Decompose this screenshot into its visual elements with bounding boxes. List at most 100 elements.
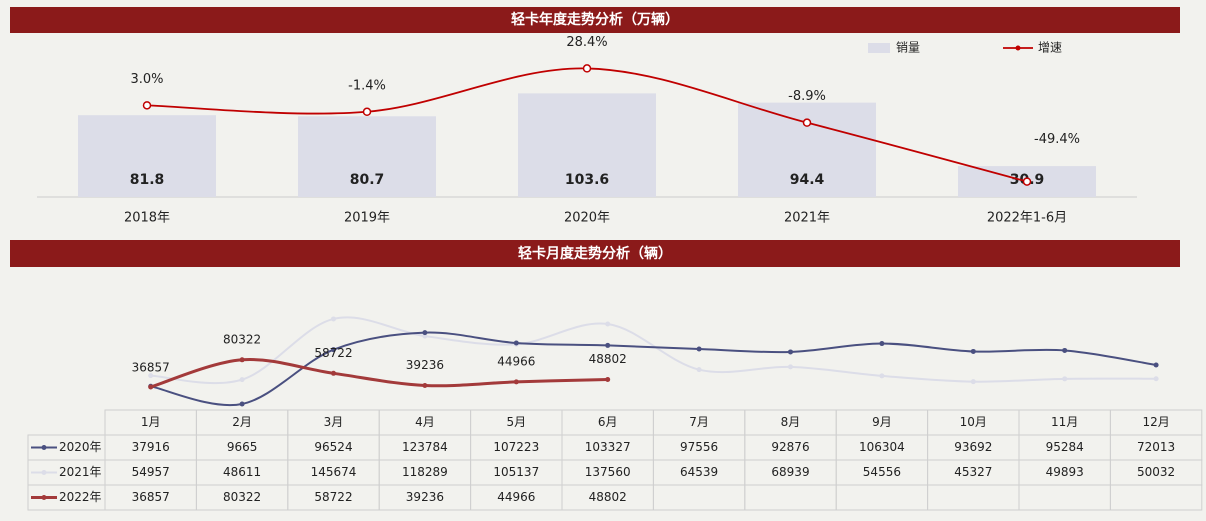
table-header: 11月 xyxy=(1051,415,1078,429)
legend-label: 2021年 xyxy=(59,465,102,479)
bar xyxy=(518,93,656,197)
point xyxy=(879,341,885,347)
legend-label: 销量 xyxy=(896,41,920,55)
table-value: 118289 xyxy=(402,465,448,479)
table-value: 103327 xyxy=(585,440,631,454)
point xyxy=(788,349,793,355)
table-cell xyxy=(744,484,837,511)
data-label: 28.4% xyxy=(566,35,607,50)
data-label: 3.0% xyxy=(130,72,163,87)
table-value: 58722 xyxy=(314,490,352,504)
bar xyxy=(78,115,216,197)
point xyxy=(582,64,592,73)
table-value: 123784 xyxy=(402,440,448,454)
data-label: -1.4% xyxy=(348,78,386,93)
point xyxy=(422,330,428,336)
data-label: 80322 xyxy=(223,332,261,346)
x-tick-label: 2018年 xyxy=(124,211,170,226)
data-label: -8.9% xyxy=(788,89,826,104)
table-header: 6月 xyxy=(598,415,618,429)
title-bar xyxy=(10,7,1180,33)
table-cell xyxy=(927,484,1020,511)
table-value: 64539 xyxy=(680,465,718,479)
series-line xyxy=(150,358,608,389)
table-cell xyxy=(835,484,929,511)
point xyxy=(1062,376,1068,382)
point xyxy=(970,379,976,385)
series-line xyxy=(150,331,1157,407)
data-label: 103.6 xyxy=(565,172,609,188)
legend-label: 2020年 xyxy=(59,440,102,454)
point xyxy=(239,377,245,383)
point xyxy=(1153,376,1159,382)
table-value: 72013 xyxy=(1137,440,1175,454)
point xyxy=(148,384,154,390)
table-header: 5月 xyxy=(506,415,526,429)
point xyxy=(605,342,611,348)
legend-marker xyxy=(41,495,47,500)
table-value: 105137 xyxy=(493,465,539,479)
table-value: 145674 xyxy=(311,465,357,479)
point xyxy=(239,357,245,363)
data-label: 44966 xyxy=(497,354,535,368)
table-header: 8月 xyxy=(781,415,801,429)
table-cell xyxy=(1109,484,1203,511)
table-value: 37916 xyxy=(132,440,170,454)
table-value: 9665 xyxy=(227,440,258,454)
table-value: 44966 xyxy=(497,490,535,504)
point xyxy=(331,316,336,322)
table-value: 48802 xyxy=(589,490,627,504)
point xyxy=(1153,362,1159,368)
point xyxy=(331,347,336,353)
table-value: 54556 xyxy=(863,465,901,479)
point xyxy=(1022,177,1032,186)
data-label: 94.4 xyxy=(790,172,825,188)
data-label: 48802 xyxy=(589,352,627,366)
point xyxy=(142,101,152,110)
x-tick-label: 2022年1-6月 xyxy=(987,211,1067,226)
table-header: 12月 xyxy=(1142,415,1169,429)
table-value: 93692 xyxy=(954,440,992,454)
point xyxy=(1062,347,1068,353)
table-header: 2月 xyxy=(232,415,252,429)
table-value: 95284 xyxy=(1046,440,1084,454)
chart-title: 轻卡月度走势分析（辆） xyxy=(518,245,672,262)
x-tick-label: 2020年 xyxy=(564,211,610,226)
point xyxy=(513,379,519,385)
legend-marker xyxy=(1015,45,1021,51)
x-tick-label: 2019年 xyxy=(344,211,390,226)
point xyxy=(148,373,154,379)
table-cell xyxy=(1018,484,1111,511)
legend-marker xyxy=(41,470,47,475)
table-value: 49893 xyxy=(1046,465,1084,479)
point xyxy=(239,401,245,407)
data-label: -49.4% xyxy=(1034,132,1080,147)
table-value: 50032 xyxy=(1137,465,1175,479)
legend-swatch xyxy=(868,43,890,53)
data-label: 81.8 xyxy=(130,172,165,188)
point xyxy=(513,340,519,346)
legend-marker xyxy=(41,445,47,450)
point xyxy=(422,333,428,339)
chart-title: 轻卡年度走势分析（万辆） xyxy=(511,11,679,28)
table-header: 4月 xyxy=(415,415,435,429)
legend-label: 增速 xyxy=(1038,41,1062,55)
table-value: 48611 xyxy=(223,465,261,479)
table-value: 45327 xyxy=(954,465,992,479)
series-line xyxy=(150,316,1157,385)
point xyxy=(331,370,336,376)
table-value: 92876 xyxy=(771,440,809,454)
point xyxy=(788,364,793,370)
point xyxy=(802,118,812,127)
data-label: 39236 xyxy=(406,358,444,372)
table-header: 3月 xyxy=(324,415,344,429)
table-header: 9月 xyxy=(872,415,892,429)
table-value: 39236 xyxy=(406,490,444,504)
data-label: 36857 xyxy=(132,361,170,375)
table-value: 80322 xyxy=(223,490,261,504)
table-value: 54957 xyxy=(132,465,170,479)
title-bar xyxy=(10,240,1180,267)
table-value: 36857 xyxy=(132,490,170,504)
